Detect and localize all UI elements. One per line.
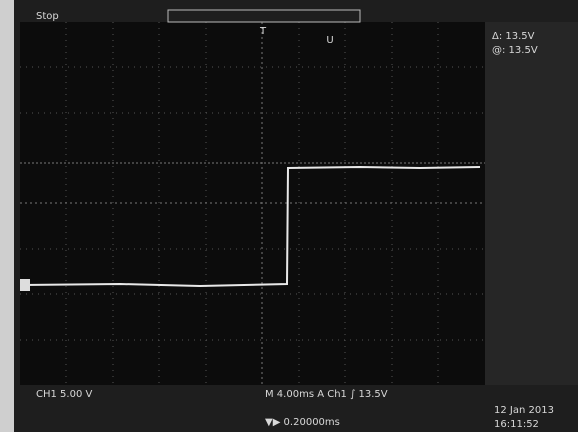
cursor-delta: Δ: 13.5V: [492, 31, 535, 42]
trigger-marker: T: [259, 26, 267, 37]
page: Stop T U Δ: 13.5V @: 13.5V CH1 5.00 V M …: [0, 0, 578, 432]
status: Stop: [36, 11, 59, 22]
date: 12 Jan 2013: [494, 405, 554, 416]
cursor-marker: U: [326, 35, 333, 46]
oscilloscope-screen: Stop T U Δ: 13.5V @: 13.5V CH1 5.00 V M …: [0, 0, 578, 432]
edge: [0, 0, 14, 432]
cursor-at: @: 13.5V: [492, 45, 538, 56]
channel-scale: CH1 5.00 V: [36, 389, 92, 400]
time: 16:11:52: [494, 419, 539, 430]
channel-marker: [20, 279, 30, 291]
side-panel: [485, 22, 578, 385]
timebase: M 4.00ms A Ch1 ∫ 13.5V: [265, 389, 388, 400]
trigger-position: ▼▶ 0.20000ms: [265, 417, 340, 428]
